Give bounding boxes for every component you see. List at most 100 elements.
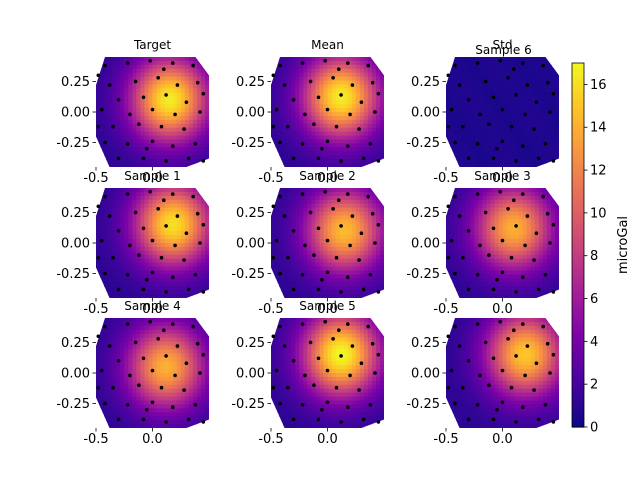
y-tick-label: 0.25 xyxy=(236,336,265,351)
station-point xyxy=(278,324,282,329)
station-point xyxy=(532,388,536,392)
station-point xyxy=(478,243,482,248)
heatmap-field xyxy=(271,57,384,167)
station-point xyxy=(125,142,130,146)
station-point xyxy=(116,417,121,422)
station-point xyxy=(346,322,350,326)
station-point xyxy=(150,139,155,144)
x-tick-label: -0.5 xyxy=(83,432,108,447)
colorbar-segment xyxy=(572,135,584,140)
station-point xyxy=(320,146,324,151)
station-point xyxy=(541,63,545,68)
station-point xyxy=(300,192,305,196)
station-point xyxy=(357,388,361,392)
station-point xyxy=(164,420,168,424)
y-tick-label: -0.25 xyxy=(56,397,90,412)
station-point xyxy=(466,359,471,363)
colorbar-segment xyxy=(572,299,584,304)
colorbar-segment xyxy=(572,63,584,67)
colorbar-segment xyxy=(572,278,584,282)
station-point xyxy=(278,194,282,199)
heatmap-field xyxy=(271,188,384,298)
station-point xyxy=(348,373,352,378)
colorbar-segment xyxy=(572,202,584,207)
station-point xyxy=(534,361,539,366)
station-point xyxy=(175,214,180,218)
y-tick-label: 0.00 xyxy=(61,367,90,382)
station-point xyxy=(201,159,206,163)
x-tick-label: -0.5 xyxy=(258,302,283,317)
station-point xyxy=(551,290,556,294)
y-tick-label: 0.00 xyxy=(236,106,265,121)
station-point xyxy=(286,124,290,129)
station-point xyxy=(376,222,381,227)
station-point xyxy=(541,324,545,329)
station-point xyxy=(545,211,550,216)
station-point xyxy=(491,417,496,422)
colorbar-segment xyxy=(572,326,584,331)
station-point xyxy=(137,122,141,126)
y-tick-label: 0.25 xyxy=(61,336,90,351)
colorbar-segment xyxy=(572,229,584,234)
station-point xyxy=(303,373,307,378)
colorbar-segment xyxy=(572,232,584,237)
station-point xyxy=(461,124,465,129)
station-point xyxy=(141,156,146,161)
colorbar-tick-label: 14 xyxy=(590,121,607,136)
station-point xyxy=(175,344,180,348)
station-point xyxy=(303,243,307,248)
colorbar-segment xyxy=(572,360,584,364)
colorbar-segment xyxy=(572,169,584,173)
station-point xyxy=(150,238,155,243)
colorbar-segment xyxy=(572,420,584,425)
station-point xyxy=(350,83,355,87)
y-tick-label: -0.25 xyxy=(231,397,265,412)
station-point xyxy=(274,368,279,373)
station-point xyxy=(312,383,316,388)
station-point xyxy=(171,322,175,326)
colorbar-segment xyxy=(572,266,584,270)
station-point xyxy=(271,255,276,260)
subplot-9: -0.5 0.0 0.25 0.00 -0.25 xyxy=(406,318,559,447)
station-point xyxy=(348,112,352,117)
station-point xyxy=(325,368,330,373)
colorbar-tick-label: 8 xyxy=(590,249,598,264)
subplot-title: Sample 2 xyxy=(299,169,355,183)
heatmap-field xyxy=(446,318,559,428)
x-tick-label: 0.0 xyxy=(142,171,163,186)
station-point xyxy=(475,273,480,277)
colorbar-segment xyxy=(572,220,584,225)
station-point xyxy=(500,368,505,373)
station-point xyxy=(521,61,525,65)
colorbar-segment xyxy=(572,238,584,243)
station-point xyxy=(156,207,160,211)
heatmap-field xyxy=(96,318,209,428)
station-point xyxy=(141,417,146,422)
station-points xyxy=(446,58,556,163)
colorbar-segment xyxy=(572,375,584,380)
colorbar-segment xyxy=(572,284,584,289)
subplot-4: -0.5 0.0 0.25 0.00 -0.25 Sample 1 xyxy=(56,169,209,317)
colorbar-segment xyxy=(572,69,584,73)
station-point xyxy=(543,403,548,407)
station-point xyxy=(300,61,305,65)
colorbar-segment xyxy=(572,223,584,228)
station-point xyxy=(368,403,373,407)
station-point xyxy=(111,385,115,390)
station-point xyxy=(337,198,341,202)
station-point xyxy=(449,107,454,112)
station-point xyxy=(156,76,160,80)
colorbar-segment xyxy=(572,66,584,70)
colorbar-segment xyxy=(572,163,584,167)
station-point xyxy=(282,344,287,348)
station-point xyxy=(457,83,462,87)
subplot-grid: -0.5 0.0 0.25 0.00 -0.25 Target -0.5 0.0 0.25 0.0… xyxy=(56,38,559,447)
station-point xyxy=(128,243,132,248)
station-point xyxy=(532,258,536,262)
station-point xyxy=(325,107,330,112)
x-tick-label: 0.0 xyxy=(142,302,163,317)
station-point xyxy=(368,273,373,277)
station-point xyxy=(521,192,525,196)
station-points xyxy=(446,189,556,294)
station-point xyxy=(325,139,330,144)
